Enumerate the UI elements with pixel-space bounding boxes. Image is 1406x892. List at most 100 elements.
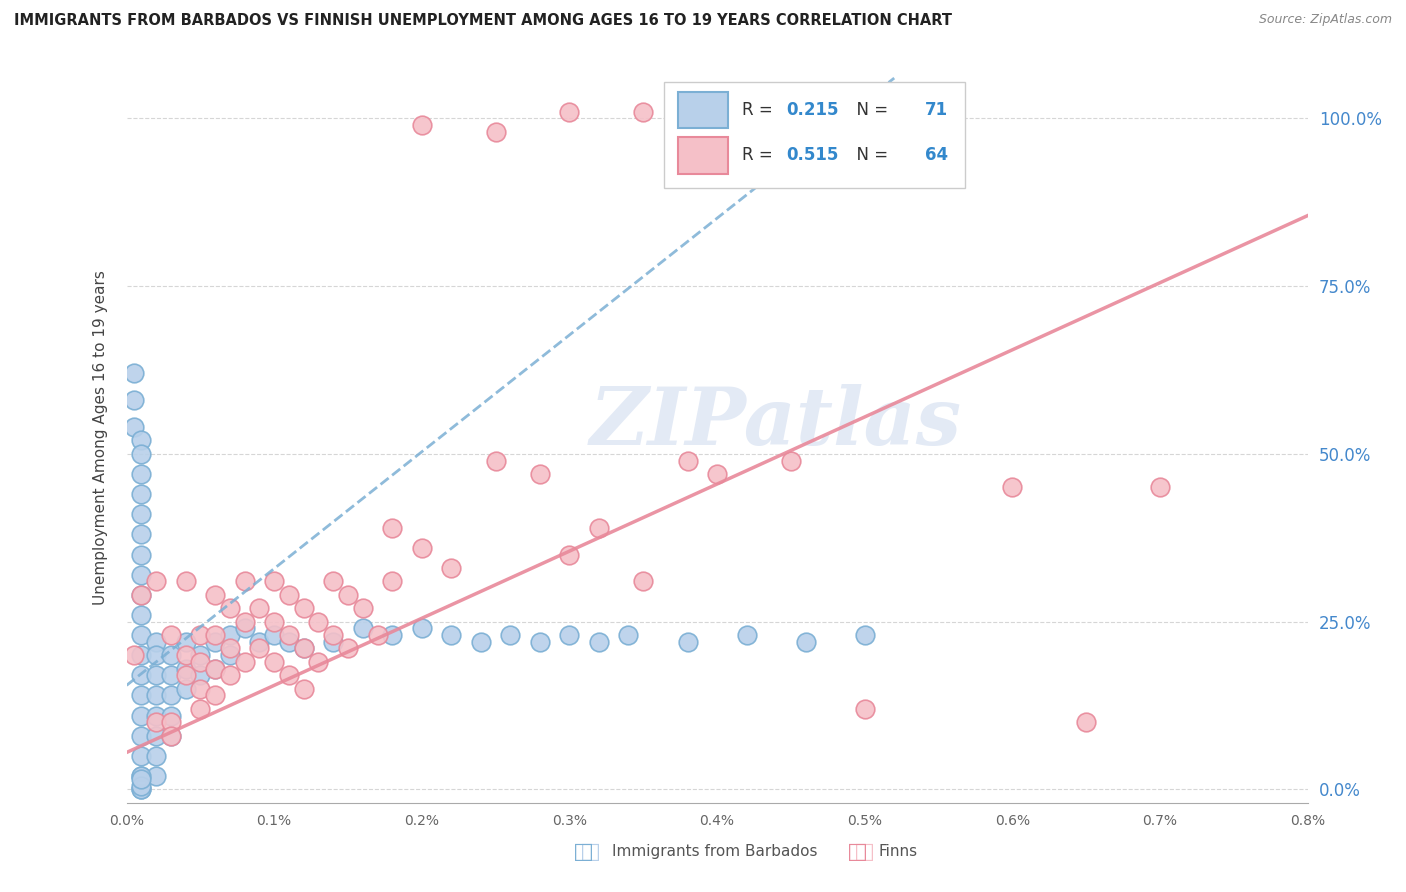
Point <box>558 628 581 642</box>
Point <box>122 648 145 662</box>
Point <box>188 655 212 669</box>
Point <box>129 607 153 622</box>
Point <box>160 729 183 743</box>
Point <box>292 681 315 696</box>
Point <box>352 621 374 635</box>
Point <box>122 393 145 408</box>
Point <box>129 548 153 562</box>
FancyBboxPatch shape <box>678 92 728 128</box>
Text: N =: N = <box>846 101 893 120</box>
Point <box>233 621 256 635</box>
Point <box>233 574 256 589</box>
Point <box>174 648 197 662</box>
Point <box>129 527 153 541</box>
Point <box>308 655 330 669</box>
Point <box>129 729 153 743</box>
Point <box>174 574 197 589</box>
Point <box>145 689 167 703</box>
Point <box>558 104 581 119</box>
Point <box>322 634 344 648</box>
Point <box>174 681 197 696</box>
Point <box>337 588 360 602</box>
Point <box>129 782 153 797</box>
Point <box>292 601 315 615</box>
Point <box>485 453 508 467</box>
Point <box>499 628 522 642</box>
Point <box>160 668 183 682</box>
Y-axis label: Unemployment Among Ages 16 to 19 years: Unemployment Among Ages 16 to 19 years <box>93 269 108 605</box>
Point <box>129 748 153 763</box>
Point <box>129 668 153 682</box>
Point <box>633 574 655 589</box>
Text: □: □ <box>574 842 593 862</box>
Point <box>129 769 153 783</box>
Point <box>160 708 183 723</box>
Point <box>263 615 285 629</box>
Point <box>188 648 212 662</box>
Point <box>129 769 153 783</box>
Point <box>129 588 153 602</box>
Point <box>145 634 167 648</box>
Point <box>249 634 271 648</box>
Point <box>249 601 271 615</box>
Point <box>174 634 197 648</box>
Point <box>1001 480 1024 494</box>
Point <box>122 420 145 434</box>
Point <box>204 634 226 648</box>
Text: R =: R = <box>742 146 778 164</box>
Point <box>308 615 330 629</box>
Point <box>129 648 153 662</box>
Text: ZIPatlas: ZIPatlas <box>591 384 962 461</box>
Point <box>219 648 242 662</box>
Point <box>1149 480 1171 494</box>
Point <box>263 655 285 669</box>
Point <box>160 628 183 642</box>
Point <box>129 689 153 703</box>
Point <box>529 634 551 648</box>
Point <box>129 782 153 797</box>
Point <box>352 601 374 615</box>
Point <box>204 662 226 676</box>
Point <box>411 118 433 132</box>
Point <box>292 641 315 656</box>
Point <box>160 729 183 743</box>
Text: IMMIGRANTS FROM BARBADOS VS FINNISH UNEMPLOYMENT AMONG AGES 16 TO 19 YEARS CORRE: IMMIGRANTS FROM BARBADOS VS FINNISH UNEM… <box>14 13 952 29</box>
Point <box>381 521 404 535</box>
Point <box>249 641 271 656</box>
Point <box>588 634 610 648</box>
Point <box>735 628 758 642</box>
Point <box>853 628 876 642</box>
Point <box>160 715 183 730</box>
Point <box>204 689 226 703</box>
Point <box>219 641 242 656</box>
Point <box>485 125 508 139</box>
Point <box>440 628 463 642</box>
Point <box>440 561 463 575</box>
Text: Immigrants from Barbados: Immigrants from Barbados <box>612 845 817 859</box>
Point <box>129 779 153 793</box>
Point <box>676 453 699 467</box>
Point <box>779 453 801 467</box>
Text: Source: ZipAtlas.com: Source: ZipAtlas.com <box>1258 13 1392 27</box>
Point <box>145 648 167 662</box>
Point <box>794 634 817 648</box>
Point <box>188 681 212 696</box>
Point <box>204 628 226 642</box>
Point <box>263 628 285 642</box>
Point <box>174 662 197 676</box>
Point <box>160 648 183 662</box>
Point <box>706 467 728 481</box>
Point <box>278 588 301 602</box>
Point <box>470 634 492 648</box>
Point <box>411 541 433 555</box>
Point <box>188 702 212 716</box>
Point <box>219 668 242 682</box>
Text: N =: N = <box>846 146 893 164</box>
Point <box>145 769 167 783</box>
Point <box>233 615 256 629</box>
Point <box>588 521 610 535</box>
Point <box>160 689 183 703</box>
Point <box>145 715 167 730</box>
Point <box>558 548 581 562</box>
Point <box>129 708 153 723</box>
